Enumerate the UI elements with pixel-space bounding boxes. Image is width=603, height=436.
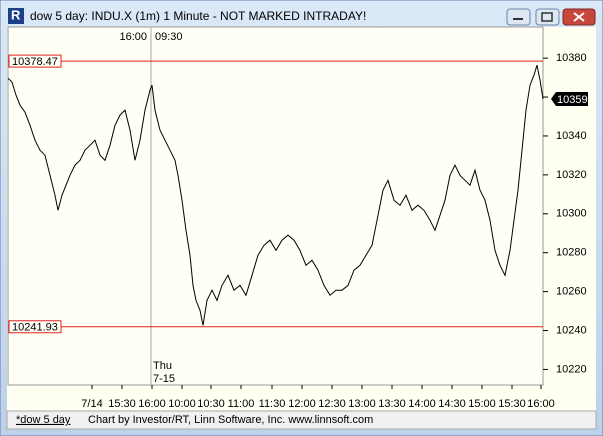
x-tick-label: 15:30 bbox=[108, 398, 136, 410]
x-tick-label: 12:30 bbox=[318, 398, 346, 410]
maximize-button[interactable] bbox=[535, 8, 560, 26]
y-tick-label: 10380 bbox=[556, 52, 587, 64]
y-tick-label: 10220 bbox=[556, 363, 587, 375]
x-tick-label: 11:30 bbox=[259, 398, 286, 410]
y-tick-label: 10300 bbox=[556, 208, 587, 220]
plot: 1022010240102601028010300103201034010360… bbox=[7, 27, 588, 410]
reference-label: 10378.47 bbox=[12, 56, 58, 68]
x-tick-label: 16:00 bbox=[527, 398, 555, 410]
day-label: Thu bbox=[153, 360, 172, 372]
status-credit: Chart by Investor/RT, Linn Software, Inc… bbox=[88, 414, 373, 426]
minimize-button[interactable] bbox=[506, 8, 531, 26]
plot-area bbox=[7, 26, 544, 386]
session-start-label: 09:30 bbox=[155, 31, 183, 43]
y-tick-label: 10340 bbox=[556, 130, 587, 142]
x-tick-label: 7/14 bbox=[81, 398, 102, 410]
x-tick-label: 12:00 bbox=[288, 398, 316, 410]
day-label: 7-15 bbox=[153, 373, 175, 385]
close-icon bbox=[573, 12, 585, 22]
x-tick-label: 11:00 bbox=[228, 398, 255, 410]
x-tick-label: 14:00 bbox=[408, 398, 436, 410]
window-title: dow 5 day: INDU.X (1m) 1 Minute - NOT MA… bbox=[30, 9, 366, 23]
maximize-icon bbox=[541, 12, 553, 22]
last-value-label: 10359 bbox=[557, 94, 588, 106]
x-tick-label: 10:30 bbox=[197, 398, 225, 410]
reference-label-box bbox=[8, 54, 62, 68]
x-tick-label: 13:30 bbox=[378, 398, 406, 410]
y-tick-label: 10260 bbox=[556, 286, 587, 298]
x-tick-label: 15:00 bbox=[468, 398, 496, 410]
x-tick-label: 10:00 bbox=[168, 398, 196, 410]
app-icon-letter: R bbox=[11, 7, 21, 22]
x-tick-label: 16:00 bbox=[138, 398, 166, 410]
x-tick-label: 14:30 bbox=[438, 398, 466, 410]
app-icon bbox=[8, 8, 24, 24]
reference-label-box bbox=[8, 320, 62, 334]
y-tick-label: 10240 bbox=[556, 324, 587, 336]
reference-label: 10241.93 bbox=[12, 322, 58, 334]
status-bar bbox=[6, 410, 597, 430]
status-tab[interactable]: *dow 5 day bbox=[16, 414, 71, 426]
last-value-tag bbox=[551, 91, 588, 106]
x-tick-label: 13:00 bbox=[348, 398, 376, 410]
y-tick-label: 10280 bbox=[556, 247, 587, 259]
x-tick-label: 15:30 bbox=[498, 398, 526, 410]
price-line bbox=[7, 64, 544, 326]
session-end-label: 16:00 bbox=[119, 31, 147, 43]
y-tick-label: 10320 bbox=[556, 169, 587, 181]
